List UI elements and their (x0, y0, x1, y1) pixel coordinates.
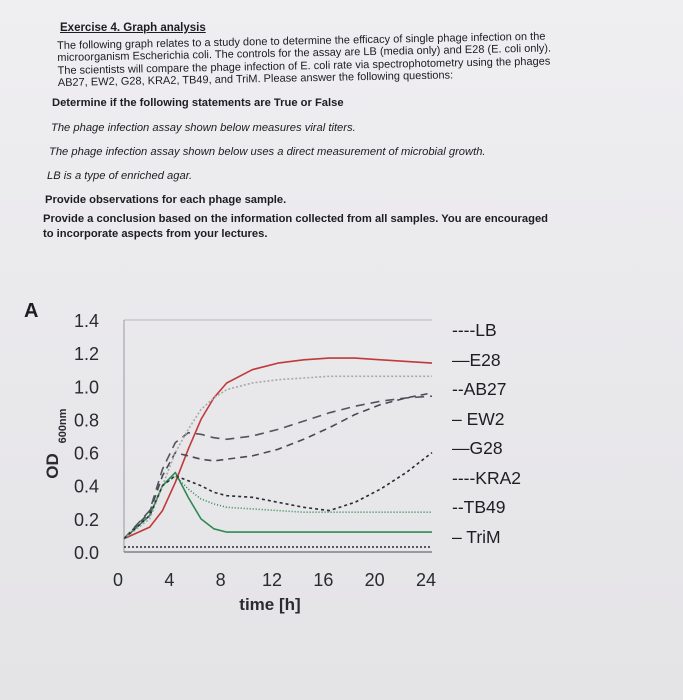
x-tick-label: 8 (216, 570, 226, 590)
x-tick-label: 4 (164, 570, 174, 590)
exercise-title: Exercise 4. Graph analysis (60, 22, 206, 34)
panel-label: A (24, 300, 39, 322)
chart-legend: ----LB —E28 --AB27 – EW2 —G28 ----KRA2 -… (452, 316, 521, 552)
series-line-ew2 (123, 392, 433, 540)
task-conclusion-line: to incorporate aspects from your lecture… (43, 228, 268, 240)
true-false-heading: Determine if the following statements ar… (52, 97, 344, 109)
series-line-ab27 (123, 395, 433, 540)
series-line-tb49 (123, 451, 433, 540)
y-tick-label: 1.4 (74, 311, 99, 331)
y-tick-label: 0.8 (74, 410, 99, 430)
task-conclusion: Provide a conclusion based on the inform… (43, 212, 548, 242)
y-tick-label: 0.0 (74, 543, 99, 563)
x-axis-label: time [h] (239, 595, 300, 614)
legend-entry-lb: ----LB (452, 320, 497, 340)
y-axis-label: OD (43, 453, 62, 479)
legend-entry-ab27: --AB27 (452, 379, 507, 399)
statement-3: LB is a type of enriched agar. (47, 170, 193, 182)
statement-1: The phage infection assay shown below me… (51, 122, 356, 134)
y-axis-unit-label: 600nm (57, 408, 69, 443)
y-tick-label: 1.0 (74, 377, 99, 397)
legend-entry-kra2: ----KRA2 (452, 467, 522, 488)
x-tick-label: 0 (113, 570, 123, 590)
series-line-g28 (123, 471, 432, 540)
series-line-trim (123, 474, 432, 540)
task-conclusion-line: Provide a conclusion based on the inform… (43, 213, 549, 225)
legend-entry-g28: —G28 (452, 438, 503, 458)
series-line-kra2 (123, 375, 432, 540)
legend-entry-ew2: – EW2 (452, 408, 505, 429)
legend-entry-e28: —E28 (452, 349, 501, 370)
x-tick-label: 24 (416, 570, 436, 590)
y-tick-label: 0.2 (74, 510, 99, 530)
statement-2: The phage infection assay shown below us… (49, 146, 486, 158)
series-line-e28 (123, 357, 433, 540)
x-tick-label: 12 (262, 570, 282, 590)
y-tick-label: 1.2 (74, 344, 99, 364)
x-tick-label: 16 (313, 570, 333, 590)
x-tick-label: 20 (365, 570, 385, 590)
task-observations: Provide observations for each phage samp… (45, 194, 287, 206)
y-tick-label: 0.4 (74, 477, 99, 497)
legend-entry-trim: – TriM (452, 526, 501, 547)
legend-entry-tb49: --TB49 (452, 497, 506, 517)
y-tick-label: 0.6 (74, 444, 99, 464)
